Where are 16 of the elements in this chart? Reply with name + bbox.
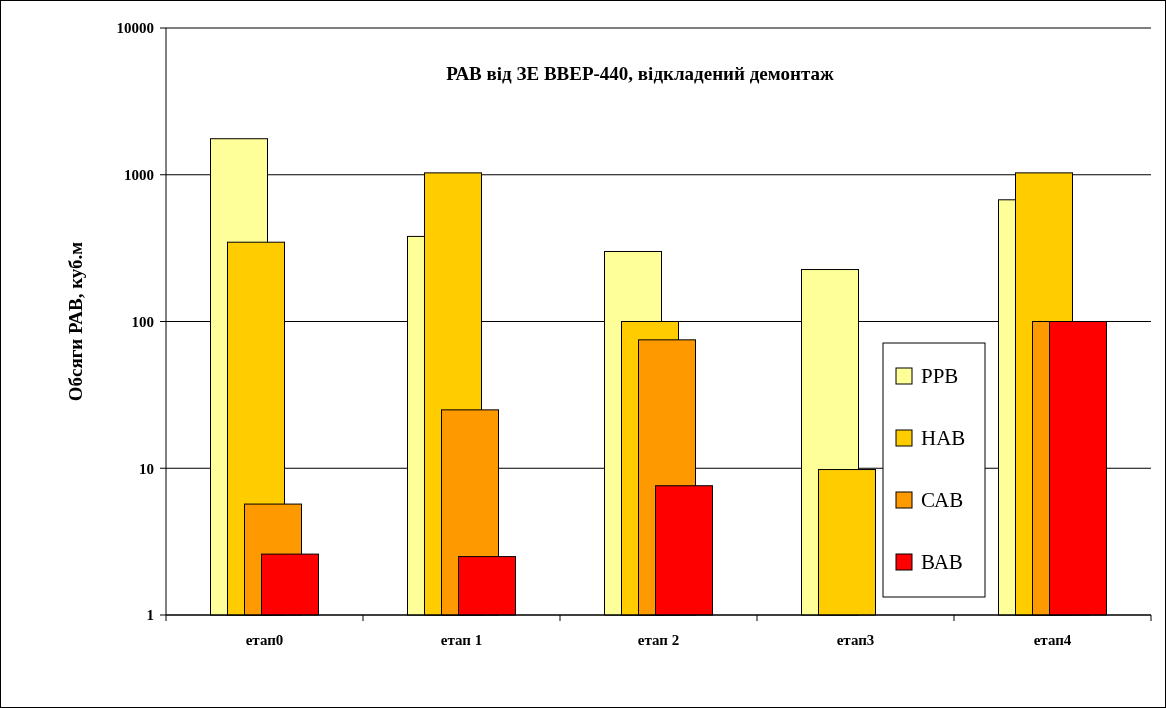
x-tick-label: етап3 — [836, 632, 875, 648]
y-tick-label: 1 — [146, 607, 154, 624]
legend-label: РРВ — [921, 364, 959, 389]
legend-label: НАВ — [921, 426, 966, 451]
y-tick-label: 1000 — [124, 167, 154, 183]
legend-label: ВАВ — [921, 550, 963, 575]
y-tick-label: 10 — [139, 460, 154, 477]
y-tick-label: 100 — [131, 313, 154, 330]
x-tick-label: етап 2 — [637, 632, 680, 648]
y-axis-title: Обсяги РАВ, куб.м — [65, 241, 86, 402]
text: РАВ від ЗЕ ВВЕР-440, відкладений демонтаж — [446, 63, 834, 84]
y-tick-label: 10000 — [116, 20, 154, 37]
x-tick-label: етап4 — [1033, 632, 1072, 648]
legend-label: САВ — [921, 488, 964, 513]
x-tick-label: етап0 — [245, 632, 284, 648]
x-tick-label: етап 1 — [440, 632, 483, 648]
